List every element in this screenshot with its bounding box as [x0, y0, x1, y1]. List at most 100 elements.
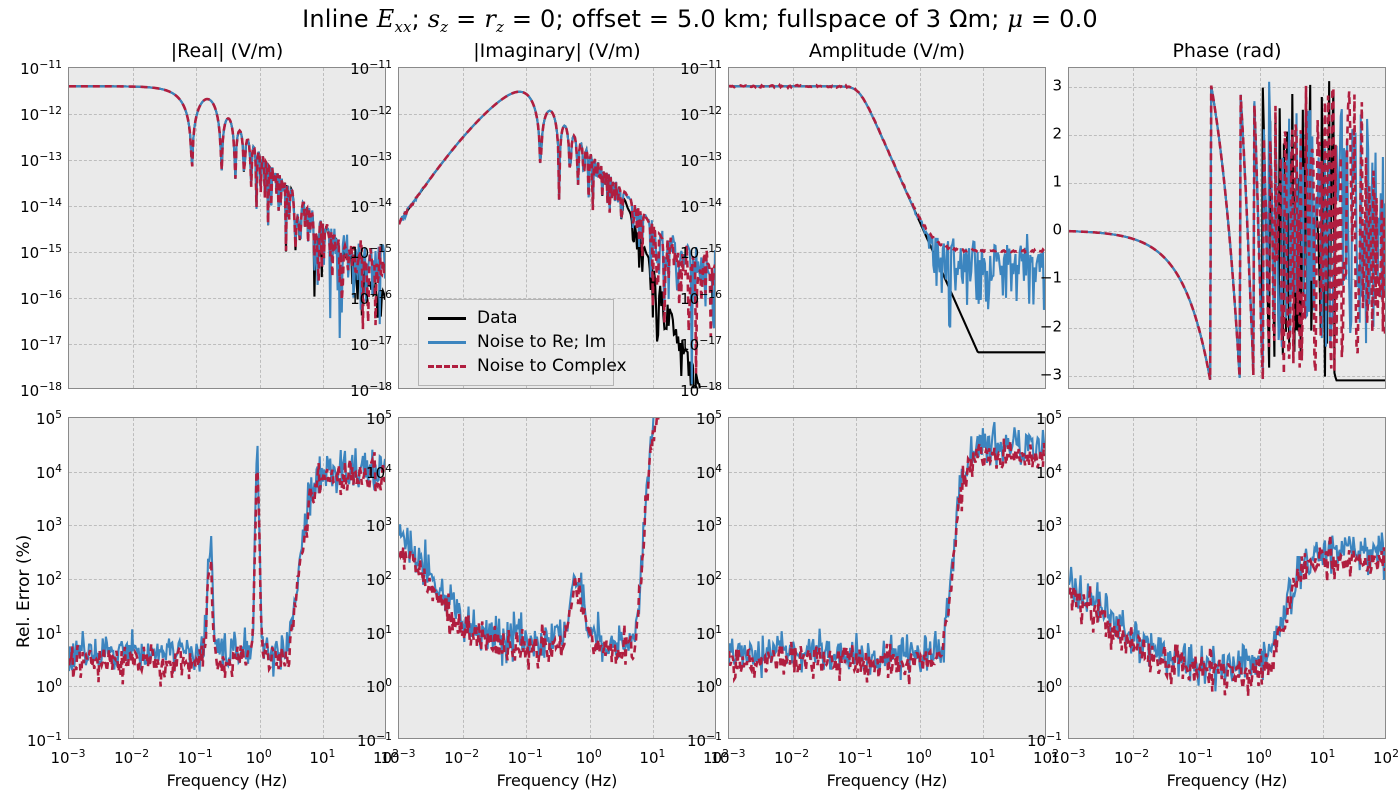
x-tick-minor: [1241, 388, 1242, 389]
x-tick-major: [983, 738, 984, 739]
x-tick-minor: [650, 388, 651, 389]
x-tick-minor: [1343, 738, 1344, 739]
suptitle-r: r: [484, 5, 496, 33]
x-tick-minor: [507, 738, 508, 739]
y-tick-label: 10−17: [20, 334, 62, 354]
y-tick-label: 104: [1036, 461, 1062, 482]
x-tick-major: [133, 388, 134, 389]
x-tick-minor: [1099, 738, 1100, 739]
x-tick-minor: [584, 738, 585, 739]
x-tick-minor: [1118, 738, 1119, 739]
legend-entry: Data: [428, 306, 604, 330]
x-tick-minor: [609, 738, 610, 739]
gridline-horizontal: [729, 252, 1045, 253]
x-tick-minor: [1309, 388, 1310, 389]
x-tick-minor: [620, 388, 621, 389]
x-tick-minor: [837, 738, 838, 739]
gridline-vertical: [919, 68, 921, 388]
y-tick-label: 10−18: [680, 380, 722, 400]
x-tick-minor: [182, 388, 183, 389]
gridline-horizontal: [729, 579, 1045, 580]
x-tick-minor: [1163, 738, 1164, 739]
x-axis-label-1: Frequency (Hz): [496, 771, 618, 790]
gridline-vertical: [983, 68, 985, 388]
y-tick-label: 100: [1036, 676, 1062, 697]
x-tick-minor: [812, 388, 813, 389]
x-tick-major: [653, 388, 654, 389]
x-tick-minor: [512, 738, 513, 739]
y-tick-label: 100: [36, 676, 62, 697]
x-tick-label: 100: [1245, 747, 1272, 767]
x-tick-major: [590, 738, 591, 739]
x-axis-label-3: Frequency (Hz): [1166, 771, 1288, 790]
gridline-vertical: [462, 418, 464, 738]
y-tick-label: 10−16: [350, 288, 392, 308]
axes-title-imaginary: |Imaginary| (V/m): [473, 40, 641, 62]
x-tick-minor: [460, 388, 461, 389]
x-tick-minor: [786, 738, 787, 739]
x-tick-minor: [1190, 738, 1191, 739]
y-tick-label: 100: [366, 676, 392, 697]
x-tick-minor: [460, 738, 461, 739]
x-tick-minor: [163, 388, 164, 389]
legend: Data Noise to Re; Im Noise to Complex: [418, 299, 627, 386]
y-tick-label: 102: [36, 569, 62, 589]
x-tick-minor: [1246, 738, 1247, 739]
x-tick-major: [590, 388, 591, 389]
x-tick-minor: [580, 388, 581, 389]
gridline-horizontal: [69, 579, 385, 580]
legend-label: Noise to Complex: [477, 355, 627, 376]
x-tick-major: [729, 388, 730, 389]
x-tick-minor: [1362, 738, 1363, 739]
x-tick-minor: [520, 388, 521, 389]
x-tick-major: [323, 738, 324, 739]
y-tick-label: 10−18: [20, 380, 62, 400]
x-tick-minor: [118, 738, 119, 739]
y-tick-label: 101: [36, 622, 62, 643]
y-tick-label: 10−15: [680, 242, 722, 262]
x-tick-minor: [246, 388, 247, 389]
gridline-horizontal: [729, 344, 1045, 345]
x-tick-minor: [1123, 388, 1124, 389]
x-tick-minor: [939, 388, 940, 389]
x-tick-major: [856, 388, 857, 389]
panel-amplitude: [728, 67, 1046, 389]
gridline-vertical: [856, 68, 858, 388]
x-tick-minor: [317, 738, 318, 739]
x-tick-label: 10−1: [1177, 747, 1213, 767]
x-tick-minor: [234, 738, 235, 739]
panel-real-error: [68, 417, 386, 739]
x-tick-minor: [193, 388, 194, 389]
curve-noise-complex: [729, 438, 1045, 686]
x-tick-minor: [453, 738, 454, 739]
x-tick-minor: [493, 738, 494, 739]
y-tick-label: 10−12: [680, 104, 722, 124]
x-tick-minor: [290, 738, 291, 739]
x-tick-minor: [320, 738, 321, 739]
gridline-horizontal: [729, 632, 1045, 634]
x-tick-minor: [99, 738, 100, 739]
plot-area-real: [68, 67, 386, 389]
x-tick-minor: [910, 388, 911, 389]
x-tick-minor: [1182, 388, 1183, 389]
y-tick-label: 101: [366, 622, 392, 643]
curve-layer-real-error: [69, 445, 385, 687]
x-tick-minor: [853, 738, 854, 739]
x-tick-minor: [1186, 738, 1187, 739]
x-tick-major: [526, 388, 527, 389]
x-tick-minor: [1377, 738, 1378, 739]
x-tick-minor: [1177, 388, 1178, 389]
y-tick-label: 10−13: [350, 150, 392, 170]
x-tick-minor: [587, 388, 588, 389]
x-tick-minor: [1171, 388, 1172, 389]
gridline-horizontal: [399, 525, 715, 527]
x-tick-minor: [842, 738, 843, 739]
y-tick-label: 101: [1036, 622, 1062, 643]
x-tick-minor: [634, 388, 635, 389]
x-tick-minor: [1241, 738, 1242, 739]
x-tick-minor: [317, 388, 318, 389]
x-tick-minor: [875, 388, 876, 389]
x-tick-minor: [1320, 738, 1321, 739]
y-tick-label: 10−1: [356, 730, 392, 750]
curve-noise-complex: [399, 418, 660, 671]
